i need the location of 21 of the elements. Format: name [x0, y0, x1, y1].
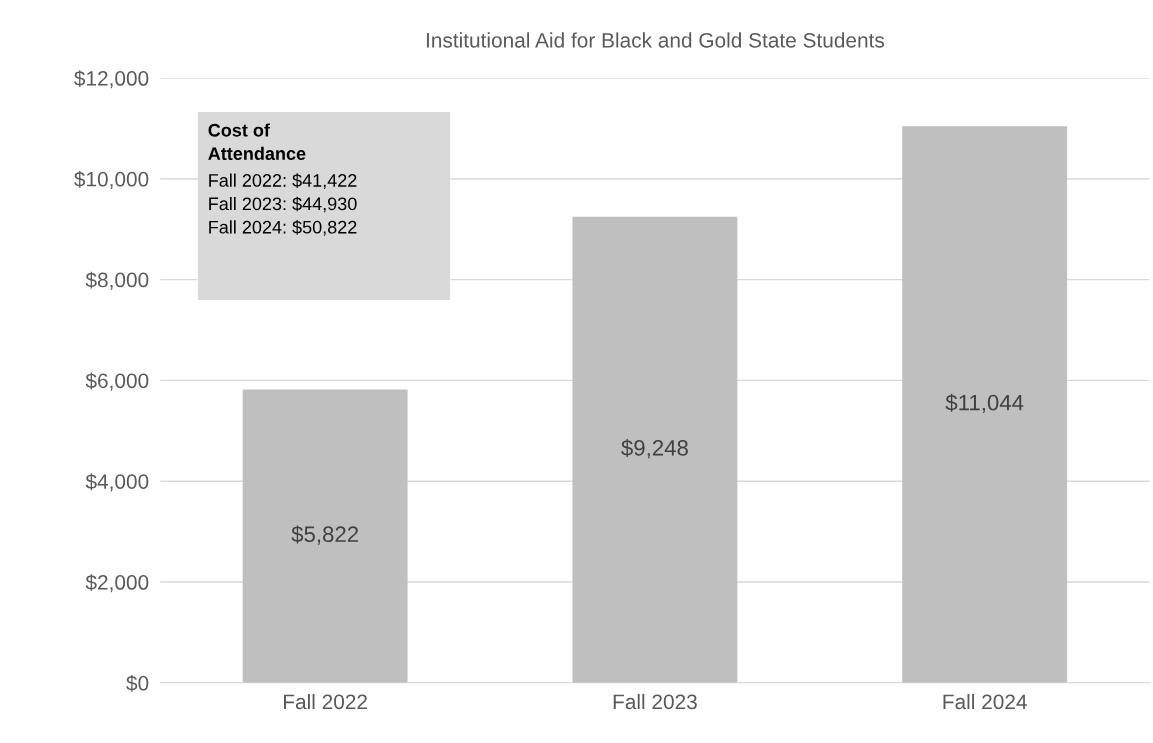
y-tick-label: $10,000	[74, 170, 149, 190]
y-tick-label: $2,000	[85, 574, 149, 593]
data-label: $9,248	[621, 439, 688, 459]
x-tick-label: Fall 2023	[613, 693, 697, 710]
annotation: Cost of Attendance	[208, 123, 306, 161]
data-label: $5,822	[291, 525, 359, 545]
y-tick-label: $0	[126, 674, 149, 692]
bar	[242, 389, 408, 683]
bar	[902, 126, 1068, 683]
annotation: Fall 2024: $50,822	[209, 220, 357, 236]
y-tick-label: $4,000	[85, 473, 149, 492]
x-tick-label: Fall 2024	[943, 693, 1027, 710]
annotation: Fall 2023: $44,930	[209, 196, 357, 213]
y-tick-label: $6,000	[85, 372, 149, 391]
bar	[572, 216, 738, 683]
chart-title: Institutional Aid for Black and Gold State Students	[426, 32, 885, 48]
x-tick-label: Fall 2022	[284, 693, 367, 710]
y-tick-label: $12,000	[74, 70, 149, 89]
y-tick-label: $8,000	[85, 271, 149, 290]
data-label: $11,044	[945, 393, 1024, 414]
annotation: Fall 2022: $41,422	[209, 173, 357, 189]
